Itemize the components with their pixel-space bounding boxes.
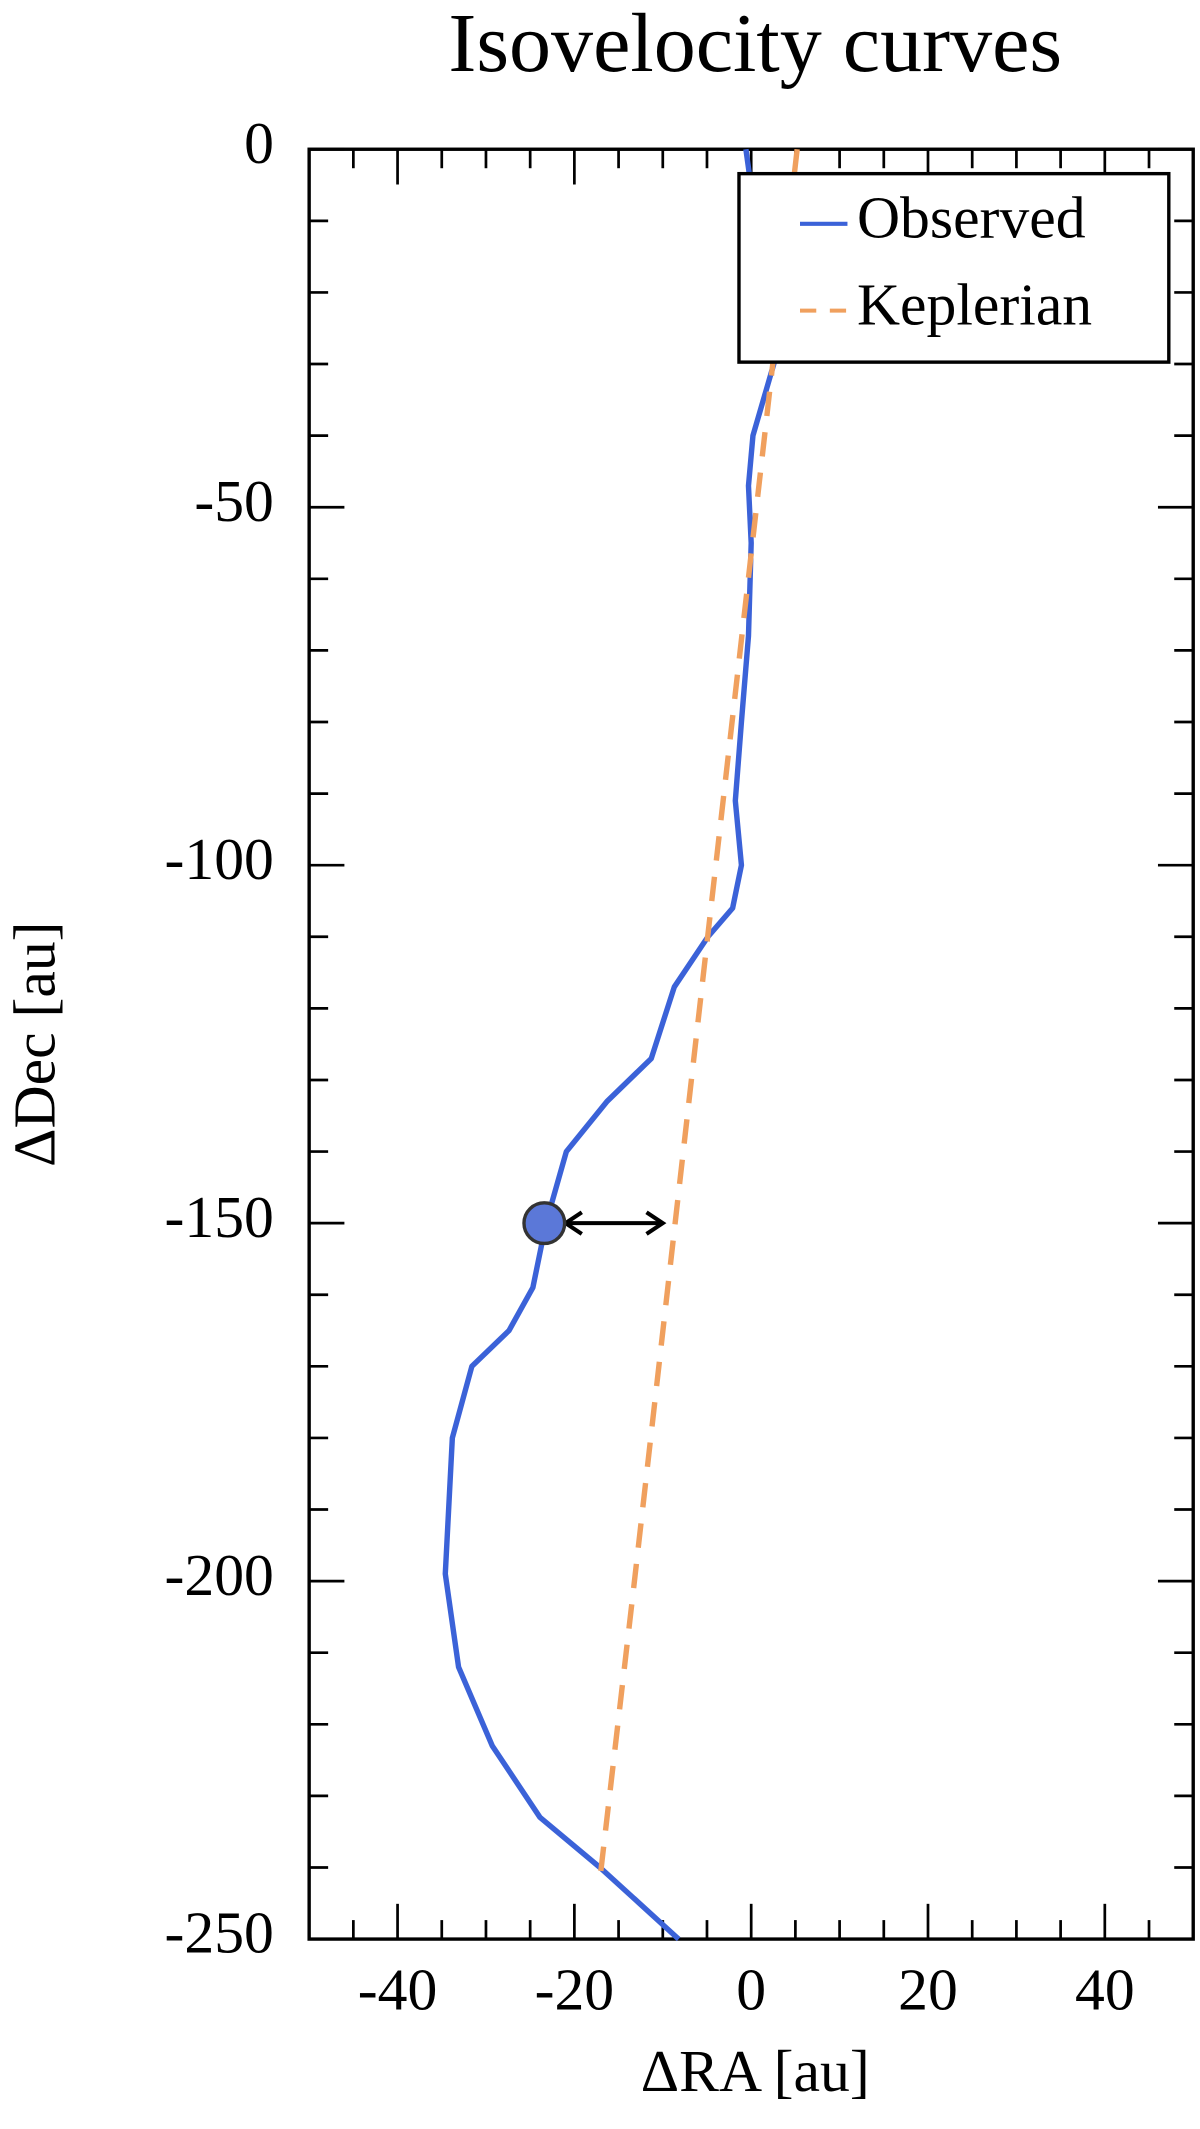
- x-tick-label: -40: [358, 1957, 438, 2023]
- x-tick-label: -20: [535, 1957, 615, 2023]
- y-tick-label: -200: [165, 1542, 274, 1608]
- plot-frame: [307, 147, 1195, 1941]
- x-tick-label: 40: [1075, 1957, 1135, 2023]
- legend-box: [737, 171, 1171, 364]
- y-tick-label: -100: [165, 826, 274, 892]
- legend-label: Keplerian: [857, 271, 1092, 337]
- x-tick-label: 20: [898, 1957, 958, 2023]
- y-tick-label: -150: [165, 1184, 274, 1250]
- y-tick-label: 0: [244, 110, 274, 176]
- x-tick-label: 0: [736, 1957, 766, 2023]
- legend-label: Observed: [857, 185, 1086, 251]
- arrow-head: [645, 1210, 667, 1236]
- x-axis-label: ΔRA [au]: [641, 2038, 870, 2104]
- chart-title: Isovelocity curves: [448, 0, 1062, 90]
- y-axis-label: ΔDec [au]: [1, 921, 67, 1166]
- marker: [522, 1201, 567, 1246]
- series-line: [597, 148, 800, 1879]
- series-line: [442, 148, 778, 1942]
- y-tick-label: -50: [194, 468, 274, 534]
- y-tick-label: -250: [165, 1900, 274, 1966]
